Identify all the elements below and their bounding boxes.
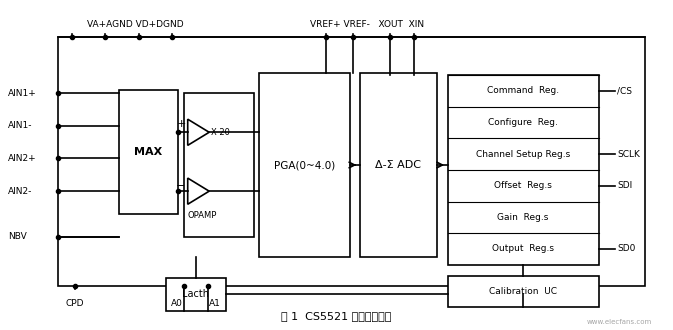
- Bar: [184, 93, 254, 237]
- Text: SD0: SD0: [617, 245, 636, 253]
- Text: Lacth: Lacth: [182, 289, 209, 299]
- Bar: [166, 278, 226, 311]
- Bar: [118, 90, 178, 214]
- Text: AIN2+: AIN2+: [8, 154, 37, 163]
- Text: www.elecfans.com: www.elecfans.com: [586, 319, 651, 325]
- Text: VA+AGND VD+DGND: VA+AGND VD+DGND: [87, 20, 184, 29]
- Text: SDI: SDI: [617, 181, 633, 190]
- Text: PGA(0~4.0): PGA(0~4.0): [274, 160, 335, 170]
- Text: MAX: MAX: [134, 147, 162, 157]
- Text: Offset  Reg.s: Offset Reg.s: [494, 181, 552, 190]
- Text: 图 1  CS5521 总体结构框图: 图 1 CS5521 总体结构框图: [281, 312, 392, 321]
- Text: Command  Reg.: Command Reg.: [487, 86, 559, 95]
- Bar: [259, 73, 350, 257]
- Text: +: +: [176, 119, 186, 129]
- Text: A0: A0: [171, 299, 183, 308]
- Text: VREF+ VREF-   XOUT  XIN: VREF+ VREF- XOUT XIN: [310, 20, 424, 29]
- Text: −: −: [176, 181, 186, 191]
- Text: AIN2-: AIN2-: [8, 187, 32, 196]
- Text: X 20: X 20: [211, 128, 230, 137]
- Text: A1: A1: [209, 299, 221, 308]
- Text: OPAMP: OPAMP: [188, 211, 217, 220]
- Bar: [360, 73, 437, 257]
- Text: Δ-Σ ADC: Δ-Σ ADC: [376, 160, 421, 170]
- Text: Calibration  UC: Calibration UC: [489, 287, 557, 296]
- Bar: [59, 37, 645, 286]
- Bar: [448, 276, 598, 307]
- Text: Gain  Reg.s: Gain Reg.s: [497, 213, 549, 222]
- Bar: [448, 75, 598, 265]
- Text: Output  Reg.s: Output Reg.s: [492, 245, 554, 253]
- Text: CPD: CPD: [66, 299, 84, 308]
- Text: AIN1-: AIN1-: [8, 121, 32, 130]
- Text: Configure  Reg.: Configure Reg.: [488, 118, 558, 127]
- Text: /CS: /CS: [617, 86, 633, 95]
- Text: Channel Setup Reg.s: Channel Setup Reg.s: [476, 149, 570, 159]
- Text: NBV: NBV: [8, 233, 27, 242]
- Text: AIN1+: AIN1+: [8, 88, 37, 97]
- Text: SCLK: SCLK: [617, 149, 640, 159]
